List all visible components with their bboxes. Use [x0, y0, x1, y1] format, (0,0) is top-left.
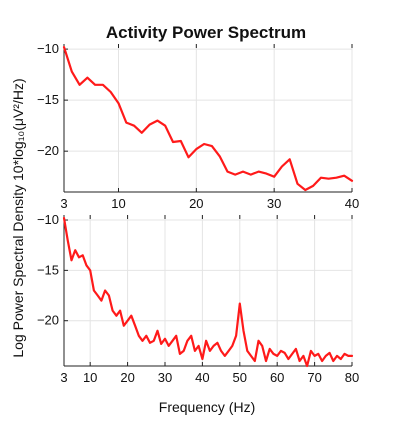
bottom-y-tick-label: −20	[37, 313, 59, 328]
bottom-y-tick-label: −15	[37, 262, 59, 277]
x-axis-label: Frequency (Hz)	[159, 399, 255, 415]
top-panel: 3 10 20 30 40 −10 −15 −20	[37, 41, 359, 211]
y-axis-label: Log Power Spectral Density 10*log₁₀(μV²/…	[10, 78, 26, 357]
top-y-tick-label: −15	[37, 92, 59, 107]
bottom-x-tick-label: 20	[120, 370, 134, 385]
top-x-tick-label: 10	[111, 196, 125, 211]
bottom-x-tick-label: 50	[233, 370, 247, 385]
bottom-x-tick-label: 80	[345, 370, 359, 385]
chart-title: Activity Power Spectrum	[106, 23, 306, 42]
bottom-x-tick-label: 3	[60, 370, 67, 385]
top-x-tick-label: 40	[345, 196, 359, 211]
bottom-panel: 3 10 20 30 40 50 60 70 80 −10 −15 −20	[37, 212, 359, 385]
top-x-tick-label: 20	[189, 196, 203, 211]
top-y-tick-label: −20	[37, 143, 59, 158]
bottom-x-tick-label: 30	[158, 370, 172, 385]
bottom-x-tick-label: 40	[195, 370, 209, 385]
bottom-x-tick-label: 70	[307, 370, 321, 385]
top-y-tick-label: −10	[37, 41, 59, 56]
bottom-x-tick-label: 10	[83, 370, 97, 385]
top-spectrum-line	[62, 45, 354, 192]
bottom-x-tick-label: 60	[270, 370, 284, 385]
top-x-tick-label: 3	[60, 196, 67, 211]
bottom-y-tick-label: −10	[37, 212, 59, 227]
bottom-spectrum-line	[62, 216, 354, 368]
top-x-tick-label: 30	[267, 196, 281, 211]
